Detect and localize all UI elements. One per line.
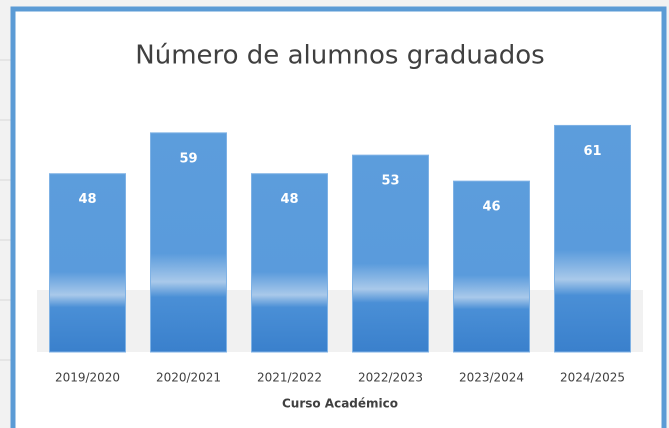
bar xyxy=(554,124,631,353)
bar xyxy=(150,132,227,353)
x-tick-label: 2023/2024 xyxy=(459,371,524,385)
bar xyxy=(49,173,126,353)
bar xyxy=(251,173,328,353)
x-tick-label: 2022/2023 xyxy=(358,371,423,385)
x-axis-title: Curso Académico xyxy=(282,397,398,411)
chart-title: Número de alumnos graduados xyxy=(135,41,544,71)
bar xyxy=(453,180,530,353)
data-label: 61 xyxy=(583,144,601,159)
floor-shadow xyxy=(37,290,643,352)
sheet-background xyxy=(0,59,12,361)
data-label: 48 xyxy=(78,192,96,207)
data-label: 46 xyxy=(482,200,500,215)
data-label: 53 xyxy=(381,174,399,189)
x-tick-label: 2019/2020 xyxy=(55,371,120,385)
data-label: 59 xyxy=(179,151,197,166)
data-label: 48 xyxy=(280,192,298,207)
x-tick-label: 2024/2025 xyxy=(560,371,625,385)
x-tick-label: 2021/2022 xyxy=(257,371,322,385)
x-tick-label: 2020/2021 xyxy=(156,371,221,385)
bar xyxy=(352,154,429,353)
